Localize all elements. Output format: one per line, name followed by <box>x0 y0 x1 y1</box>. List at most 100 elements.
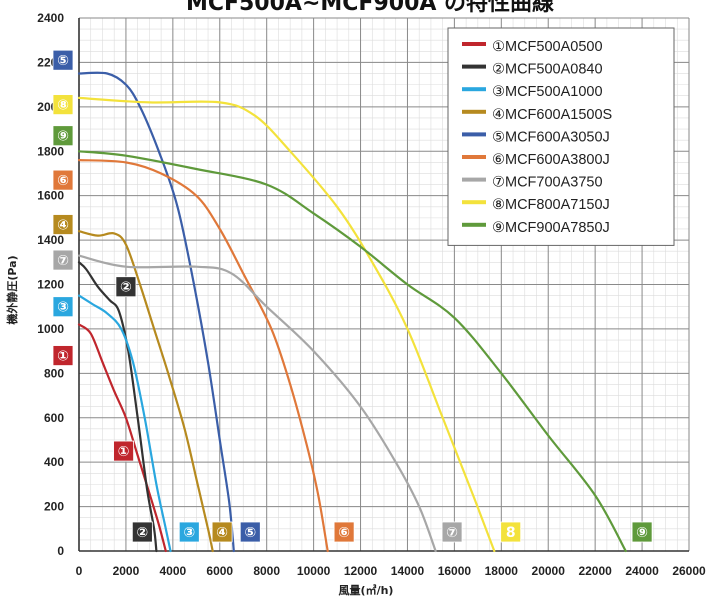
y-tick-label: 1400 <box>37 233 64 247</box>
series-badge-end-5-label: ⑤ <box>244 525 256 541</box>
legend-entry-7: ⑦MCF700A3750 <box>492 175 603 191</box>
series-badge-mid-1-box <box>113 440 134 462</box>
series-badge-end-5-box <box>239 521 261 543</box>
legend: ①MCF500A0500 ②MCF500A0840 ③MCF500A1000 ④MCF… <box>447 27 675 246</box>
series-badge-start-7-label: ⑦ <box>57 253 69 269</box>
series-badge-end-8-box <box>500 521 522 543</box>
series-badge-start-4: ④ <box>52 214 74 235</box>
series-badge-end-7-box <box>441 521 463 543</box>
series-badge-start-3-label: ③ <box>57 300 69 316</box>
series-badge-start-6-box <box>52 169 74 191</box>
series-line-8 <box>77 96 496 553</box>
legend-entry-4: ④MCF600A1500S <box>492 107 612 123</box>
series-badge-start-9-label: ⑨ <box>57 129 69 145</box>
series-badge-mid-1-label: ① <box>118 444 130 460</box>
series-line-7 <box>77 254 437 553</box>
y-tick-label: 200 <box>44 500 64 514</box>
y-tick-label: 400 <box>44 455 64 469</box>
series-badge-end-4: ④ <box>211 521 233 543</box>
legend-swatch-3 <box>462 87 486 92</box>
series-badge-end-8: 8 <box>500 521 522 543</box>
series-badge-end-9-box <box>631 521 653 543</box>
series-badge-end-3-label: ③ <box>183 525 195 541</box>
series-badge-start-9: ⑨ <box>52 125 74 147</box>
x-tick-label: 6000 <box>206 564 233 578</box>
x-tick-label: 4000 <box>159 564 186 578</box>
series-badge-start-8-label: ⑧ <box>57 98 69 114</box>
legend-entry-1: ①MCF500A0500 <box>492 39 603 55</box>
y-tick-label: 1600 <box>37 189 64 203</box>
series-line-6 <box>77 159 329 553</box>
x-tick-label: 22000 <box>578 564 612 578</box>
series-badge-end-5: ⑤ <box>239 521 261 543</box>
series-badge-mid-1: ① <box>113 440 134 462</box>
series-badge-start-5: ⑤ <box>52 49 74 71</box>
x-tick-label: 24000 <box>625 564 659 578</box>
series-badge-end-3: ③ <box>178 521 200 543</box>
series-line-1 <box>77 323 167 553</box>
legend-entry-6: ⑥MCF600A3800J <box>492 152 610 168</box>
series-badge-start-9-box <box>52 125 74 147</box>
series-badge-start-4-box <box>52 214 74 235</box>
legend-swatch-1 <box>462 42 486 46</box>
series-badge-start-6: ⑥ <box>52 169 74 191</box>
legend-swatch-4 <box>462 109 486 114</box>
axes <box>78 18 689 552</box>
series-line-9 <box>77 150 627 553</box>
series-badge-end-4-box <box>211 521 233 543</box>
x-tick-label: 2000 <box>113 564 140 578</box>
y-tick-label: 1000 <box>37 322 64 336</box>
y-tick-label: 0 <box>57 544 64 558</box>
x-tick-label: 12000 <box>344 564 378 578</box>
series-badge-start-1: ① <box>52 345 74 366</box>
series-line-2 <box>77 261 158 553</box>
series-badge-end-2: ② <box>131 521 153 543</box>
x-tick-label: 14000 <box>391 564 425 578</box>
series-badge-start-8: ⑧ <box>52 94 74 116</box>
legend-entry-8: ⑧MCF800A7150J <box>492 197 610 213</box>
x-tick-label: 16000 <box>438 564 472 578</box>
series-badge-mid-2-label: ② <box>120 280 132 296</box>
legend-swatch-7 <box>462 177 486 182</box>
y-tick-label: 800 <box>44 366 64 380</box>
x-tick-label: 20000 <box>532 564 566 578</box>
series-badge-start-3-box <box>52 296 74 318</box>
series-badge-start-5-label: ⑤ <box>57 53 69 69</box>
series-badge-start-1-label: ① <box>57 349 69 365</box>
legend-entry-3: ③MCF500A1000 <box>492 84 603 100</box>
legend-entry-5: ⑤MCF600A3050J <box>492 129 610 145</box>
legend-swatch-9 <box>462 222 486 227</box>
series-badge-end-6-box <box>333 521 355 543</box>
series-badge-start-7: ⑦ <box>52 249 74 271</box>
legend-box <box>447 27 675 246</box>
y-axis-label: 機外静圧(Pa) <box>5 255 19 324</box>
y-tick-label: 1200 <box>37 278 64 292</box>
x-axis-label: 風量(㎥/h) <box>339 583 394 596</box>
chart-title: MCF500A~MCF900A の特性曲線 <box>186 0 554 16</box>
series-lines <box>77 71 627 553</box>
series-badge-start-5-box <box>52 49 74 71</box>
x-tick-label: 18000 <box>485 564 519 578</box>
series-badge-end-7: ⑦ <box>441 521 463 543</box>
series-badge-end-9-label: ⑨ <box>636 525 648 541</box>
x-tick-label: 10000 <box>297 564 331 578</box>
series-badge-end-6: ⑥ <box>333 521 355 543</box>
series-badge-start-7-box <box>52 249 74 271</box>
legend-entry-9: ⑨MCF900A7850J <box>492 220 610 236</box>
series-line-3 <box>77 294 172 553</box>
x-tick-labels: 0 2000 4000 6000 8000 10000 12000 14000 16000 180… <box>76 564 706 578</box>
series-badge-end-4-label: ④ <box>216 525 228 541</box>
x-tick-label: 8000 <box>253 564 280 578</box>
legend-swatch-8 <box>462 200 486 205</box>
y-tick-label: 600 <box>44 411 64 425</box>
series-badge-start-3: ③ <box>52 296 74 318</box>
series-line-4 <box>77 230 214 553</box>
series-badge-end-2-box <box>131 521 153 543</box>
series-line-5 <box>77 71 235 553</box>
y-tick-label: 2400 <box>37 11 64 25</box>
legend-swatch-2 <box>462 64 486 69</box>
legend-swatch-5 <box>462 132 486 137</box>
x-tick-label: 0 <box>76 564 83 578</box>
